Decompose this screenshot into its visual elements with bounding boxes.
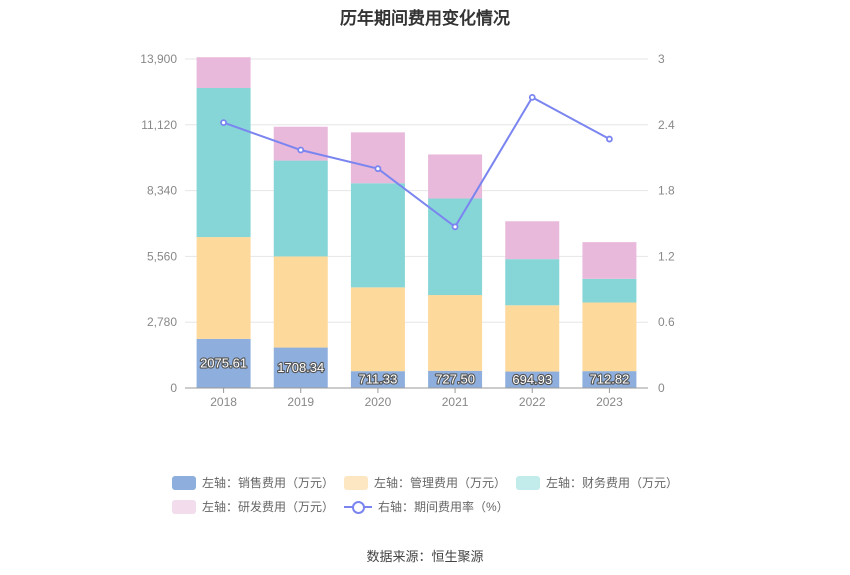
x-axis-tick-label: 2018 bbox=[210, 395, 237, 409]
right-axis-tick-label: 1.2 bbox=[658, 249, 675, 263]
bar-mgmt bbox=[582, 302, 637, 372]
legend-label-sales: 左轴：销售费用（万元） bbox=[202, 476, 335, 490]
legend-item-finance[interactable]: 左轴：财务费用（万元） bbox=[516, 474, 678, 491]
data-label-sales: 711.33 bbox=[359, 372, 398, 387]
bar-finance bbox=[505, 259, 560, 306]
right-axis-tick-label: 2.4 bbox=[658, 118, 675, 132]
bar-series bbox=[196, 57, 637, 388]
rate-point bbox=[528, 93, 536, 101]
rate-point bbox=[297, 146, 305, 154]
x-axis-tick-label: 2022 bbox=[519, 395, 546, 409]
right-axis-tick-label: 1.8 bbox=[658, 184, 675, 198]
bar-sales bbox=[196, 338, 251, 388]
data-label-sales: 727.50 bbox=[435, 371, 475, 386]
right-axis-tick-label: 0 bbox=[658, 381, 665, 395]
bar-sales bbox=[505, 371, 560, 388]
rate-line bbox=[223, 96, 610, 229]
data-label-sales: 1708.34 bbox=[277, 360, 324, 375]
x-axis-tick-label: 2020 bbox=[365, 395, 392, 409]
x-axis-tick-label: 2019 bbox=[287, 395, 314, 409]
legend-item-mgmt[interactable]: 左轴：管理费用（万元） bbox=[344, 474, 506, 491]
bar-finance bbox=[350, 183, 405, 288]
left-axis-tick-label: 5,560 bbox=[147, 249, 177, 263]
chart-title: 历年期间费用变化情况 bbox=[340, 9, 510, 28]
legend-label-rate: 右轴：期间费用率（%） bbox=[378, 500, 509, 514]
chart-area: 0 2,780 5,560 8,340 11,120 13,900 0 0.6 1.2 1.8 2.… bbox=[140, 52, 675, 409]
legend-swatch-sales bbox=[172, 475, 196, 490]
rate-point bbox=[451, 223, 459, 231]
legend-item-rd[interactable]: 左轴：研发费用（万元） bbox=[172, 498, 334, 515]
data-source: 数据来源：恒生聚源 bbox=[366, 549, 484, 564]
left-axis-tick-label: 2,780 bbox=[147, 315, 177, 329]
data-labels: 2075.61 1708.34 711.33 727.50 694.93 712.82 bbox=[199, 354, 630, 388]
legend-swatch-mgmt bbox=[344, 475, 368, 490]
bar-rd bbox=[350, 132, 405, 184]
bar-mgmt bbox=[505, 305, 560, 372]
legend-swatch-finance bbox=[516, 475, 540, 490]
data-label-sales: 694.93 bbox=[512, 372, 552, 387]
rate-line-series bbox=[220, 93, 613, 231]
left-axis-tick-label: 11,120 bbox=[141, 118, 177, 132]
rate-point bbox=[606, 135, 613, 143]
bar-rd bbox=[582, 242, 637, 279]
left-axis-tick-label: 0 bbox=[170, 381, 177, 395]
left-axis-tick-label: 13,900 bbox=[140, 52, 177, 66]
legend-item-rate[interactable]: 右轴：期间费用率（%） bbox=[344, 498, 509, 515]
bar-finance bbox=[582, 278, 637, 303]
bar-sales bbox=[582, 371, 637, 388]
x-axis-tick-label: 2021 bbox=[442, 395, 469, 409]
bar-mgmt bbox=[350, 287, 405, 372]
x-axis-tick-label: 2023 bbox=[596, 395, 623, 409]
bar-finance bbox=[196, 87, 251, 238]
bar-mgmt bbox=[273, 256, 328, 348]
bar-mgmt bbox=[428, 295, 483, 371]
bar-rd bbox=[505, 221, 560, 260]
data-label-sales: 712.82 bbox=[590, 372, 630, 387]
axes: 0 2,780 5,560 8,340 11,120 13,900 0 0.6 1.2 1.8 2.… bbox=[140, 52, 675, 409]
right-axis-tick-label: 0.6 bbox=[658, 315, 675, 329]
legend-item-sales[interactable]: 左轴：销售费用（万元） bbox=[172, 474, 334, 491]
bar-sales bbox=[428, 370, 483, 388]
bar-mgmt bbox=[196, 237, 251, 339]
rate-point bbox=[220, 119, 227, 127]
left-axis-tick-label: 8,340 bbox=[147, 184, 177, 198]
legend-swatch-rd bbox=[172, 499, 196, 514]
bar-rd bbox=[428, 154, 483, 199]
grid-lines bbox=[185, 58, 648, 323]
bar-finance bbox=[273, 160, 328, 257]
legend-line-marker-icon bbox=[344, 500, 372, 514]
bar-finance bbox=[428, 198, 483, 296]
data-label-sales: 2075.61 bbox=[200, 355, 247, 370]
legend-label-mgmt: 左轴：管理费用（万元） bbox=[374, 476, 507, 490]
bar-sales bbox=[350, 371, 405, 388]
legend-label-finance: 左轴：财务费用（万元） bbox=[546, 476, 679, 490]
legend-label-rd: 左轴：研发费用（万元） bbox=[202, 500, 335, 514]
bar-rd bbox=[196, 57, 251, 88]
right-axis-tick-label: 3 bbox=[658, 52, 665, 66]
bar-sales bbox=[273, 347, 328, 388]
rate-point bbox=[374, 165, 382, 173]
